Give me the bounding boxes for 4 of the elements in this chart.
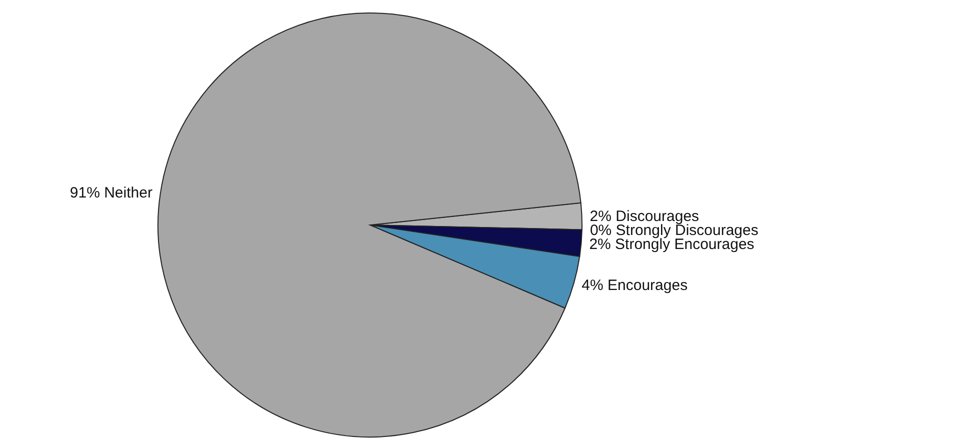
slice-label: 4% Encourages bbox=[582, 276, 688, 294]
slice-label: 91% Neither bbox=[70, 184, 152, 202]
pie-slice bbox=[158, 12, 582, 438]
slice-label: 2% Discourages bbox=[590, 208, 700, 225]
